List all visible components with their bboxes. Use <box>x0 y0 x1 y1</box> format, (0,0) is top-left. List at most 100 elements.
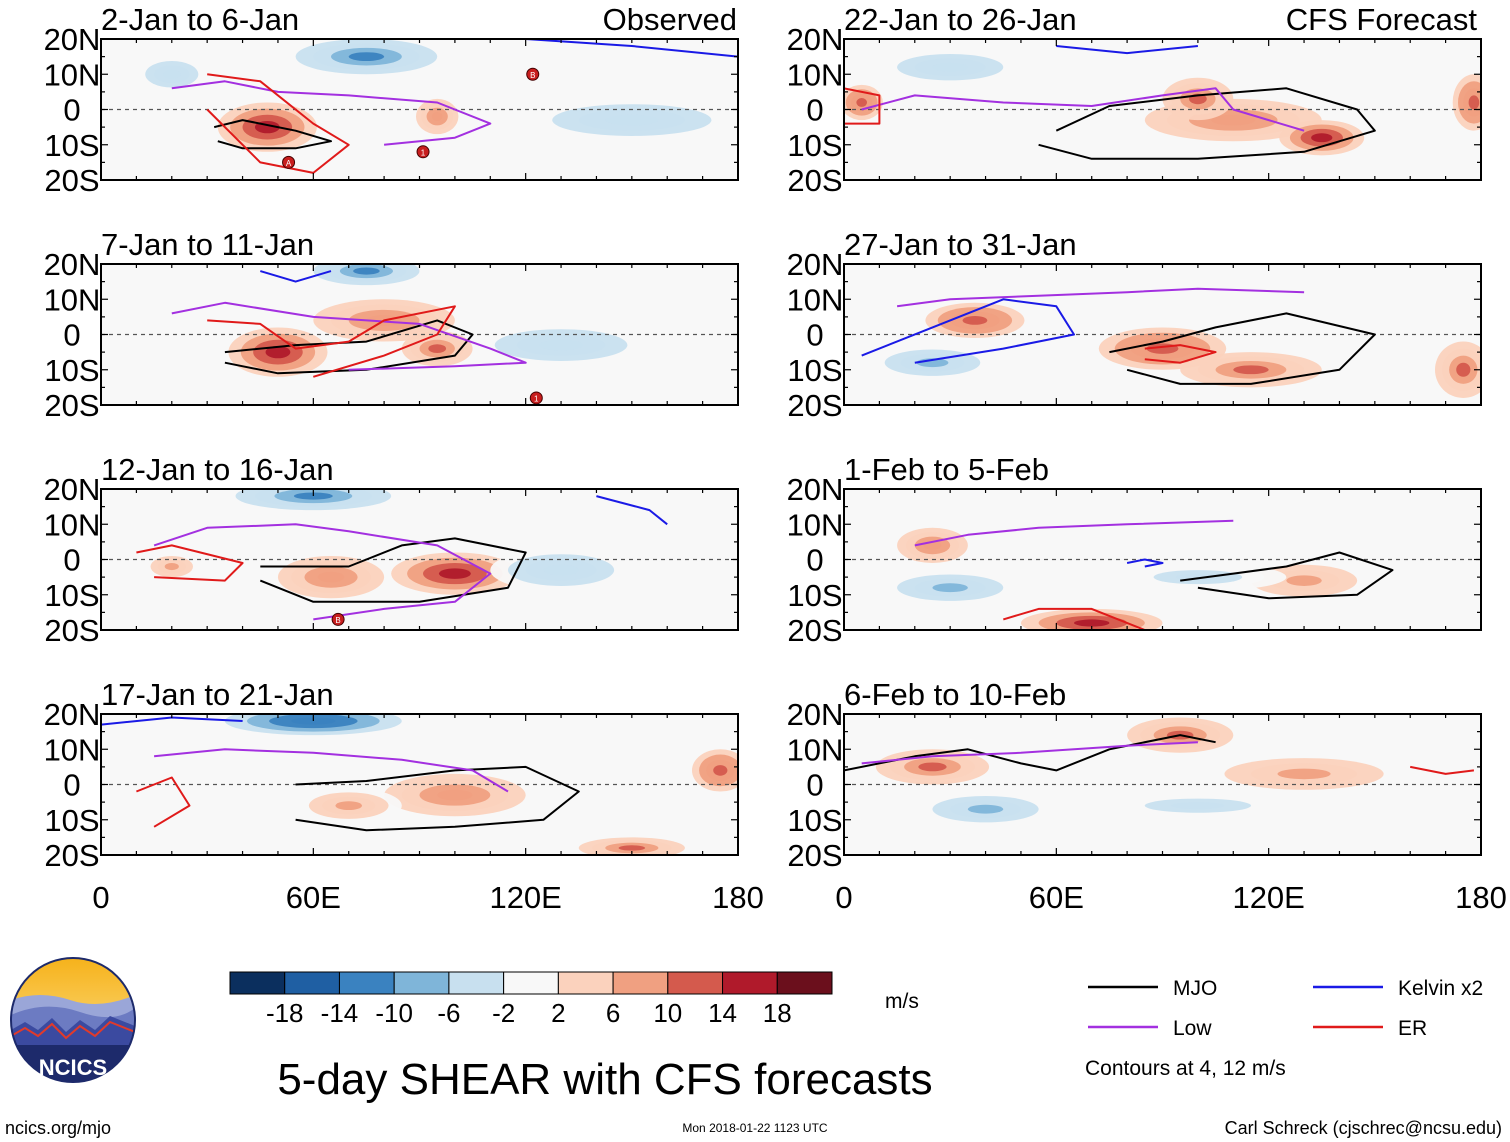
legend-label: Kelvin x2 <box>1398 977 1483 1000</box>
y-tick-label: 0 <box>806 93 823 128</box>
shear-anomaly-shade <box>353 267 380 275</box>
y-tick-label: 0 <box>806 768 823 803</box>
shear-anomaly-shade <box>543 564 579 576</box>
colorbar-tick-label: 10 <box>653 998 682 1028</box>
panel-title: 27-Jan to 31-Jan <box>844 227 1077 262</box>
shear-anomaly-shade <box>1311 133 1333 143</box>
y-tick-label: 20S <box>44 163 99 198</box>
shear-anomaly-shade <box>1074 619 1110 627</box>
contour-er <box>207 305 456 378</box>
colorbar-swatch <box>284 971 340 995</box>
ncics-logo: NCICS <box>10 957 136 1083</box>
contour-kelvin-x2 <box>1056 45 1198 55</box>
contour-mjo <box>213 119 332 150</box>
main-title: 5-day SHEAR with CFS forecasts <box>277 1055 932 1104</box>
shear-anomaly-shade <box>265 345 291 359</box>
contour-mjo <box>259 537 527 603</box>
colorbar-swatch <box>667 971 724 995</box>
shear-anomaly-shade <box>1233 365 1269 375</box>
contour-low <box>171 301 527 371</box>
colorbar-swatch <box>338 971 395 995</box>
observed-label: Observed <box>603 2 737 37</box>
shear-anomaly-shade <box>918 762 947 772</box>
shear-anomaly-shade <box>1468 95 1480 110</box>
y-tick-label: 20S <box>44 838 99 873</box>
legend-note: Contours at 4, 12 m/s <box>1085 1057 1286 1080</box>
legend-label: MJO <box>1173 977 1217 1000</box>
y-tick-label: 10N <box>787 507 844 542</box>
contour-legend: MJO Kelvin x2 Low ER <box>1088 977 1483 1040</box>
shear-anomaly-shade <box>932 62 968 72</box>
colorbar-tick-label: -10 <box>375 998 413 1028</box>
storm-marker-label: 1 <box>534 394 539 403</box>
x-tick-label: 0 <box>92 880 109 915</box>
contour-er <box>1144 344 1217 364</box>
contour-kelvin-x2 <box>260 270 332 283</box>
legend-label: Low <box>1173 1017 1212 1040</box>
x-tick-label: 120E <box>489 880 561 915</box>
shear-anomaly-shade <box>335 801 362 811</box>
website-link[interactable]: ncics.org/mjo <box>5 1118 111 1138</box>
x-tick-label: 0 <box>835 880 852 915</box>
contour-low <box>914 519 1234 547</box>
shear-anomaly-shade <box>348 52 385 62</box>
legend-item-mjo: MJO <box>1088 977 1217 1000</box>
contour-kelvin-x2 <box>861 298 1075 364</box>
shear-anomaly-shade <box>438 568 471 579</box>
panel-title: 22-Jan to 26-Jan <box>844 2 1077 37</box>
colorbar-units: m/s <box>885 990 919 1013</box>
y-tick-label: 0 <box>63 318 80 353</box>
y-tick-label: 10N <box>44 57 101 92</box>
y-tick-label: 20N <box>44 472 101 507</box>
colorbar-tick-label: 6 <box>606 998 620 1028</box>
x-tick-label: 60E <box>1029 880 1084 915</box>
contour-er <box>136 776 191 828</box>
y-tick-label: 10S <box>787 803 842 838</box>
shear-anomaly-shade <box>1171 802 1225 810</box>
colorbar-swatch <box>503 971 559 995</box>
y-tick-label: 20S <box>44 613 99 648</box>
colorbar-tick-label: 2 <box>551 998 565 1028</box>
shear-anomaly-shade <box>605 114 659 126</box>
y-tick-label: 20N <box>787 247 844 282</box>
panel-title: 17-Jan to 21-Jan <box>101 677 334 712</box>
storm-marker: 1 <box>529 391 543 405</box>
logo-text: NCICS <box>39 1055 107 1080</box>
colorbar-tick-label: -18 <box>266 998 304 1028</box>
contour-low <box>171 80 492 146</box>
shear-anomaly-shade <box>713 765 728 776</box>
panel-title: 1-Feb to 5-Feb <box>844 452 1049 487</box>
y-tick-label: 20N <box>44 247 101 282</box>
colorbar: -18 -14 -10 -6 -2 2 6 10 14 18 <box>229 971 833 1028</box>
shear-anomaly-shade <box>293 492 333 500</box>
y-tick-label: 20S <box>787 613 842 648</box>
shear-anomaly-shade <box>164 563 179 571</box>
storm-marker-label: B <box>530 71 535 80</box>
contour-low <box>154 748 509 793</box>
shear-anomaly-shade <box>162 69 181 79</box>
contour-low <box>896 287 1305 308</box>
colorbar-swatch <box>612 971 669 995</box>
storm-marker: B <box>526 67 540 81</box>
colorbar-swatch <box>393 971 450 995</box>
colorbar-tick-label: -14 <box>321 998 359 1028</box>
y-tick-label: 10S <box>787 578 842 613</box>
y-tick-label: 20S <box>787 163 842 198</box>
y-tick-label: 0 <box>806 543 823 578</box>
colorbar-swatch <box>776 971 833 995</box>
author-credit: Carl Schreck (cjschrec@ncsu.edu) <box>1225 1118 1502 1138</box>
shear-anomaly-shade <box>291 717 336 725</box>
shear-anomaly-shade <box>967 804 1004 814</box>
shear-anomaly-shade <box>431 112 443 121</box>
contour-er <box>206 73 350 174</box>
y-tick-label: 10N <box>787 732 844 767</box>
x-tick-label: 60E <box>286 880 341 915</box>
colorbar-swatch <box>557 971 614 995</box>
y-tick-label: 10N <box>44 282 101 317</box>
